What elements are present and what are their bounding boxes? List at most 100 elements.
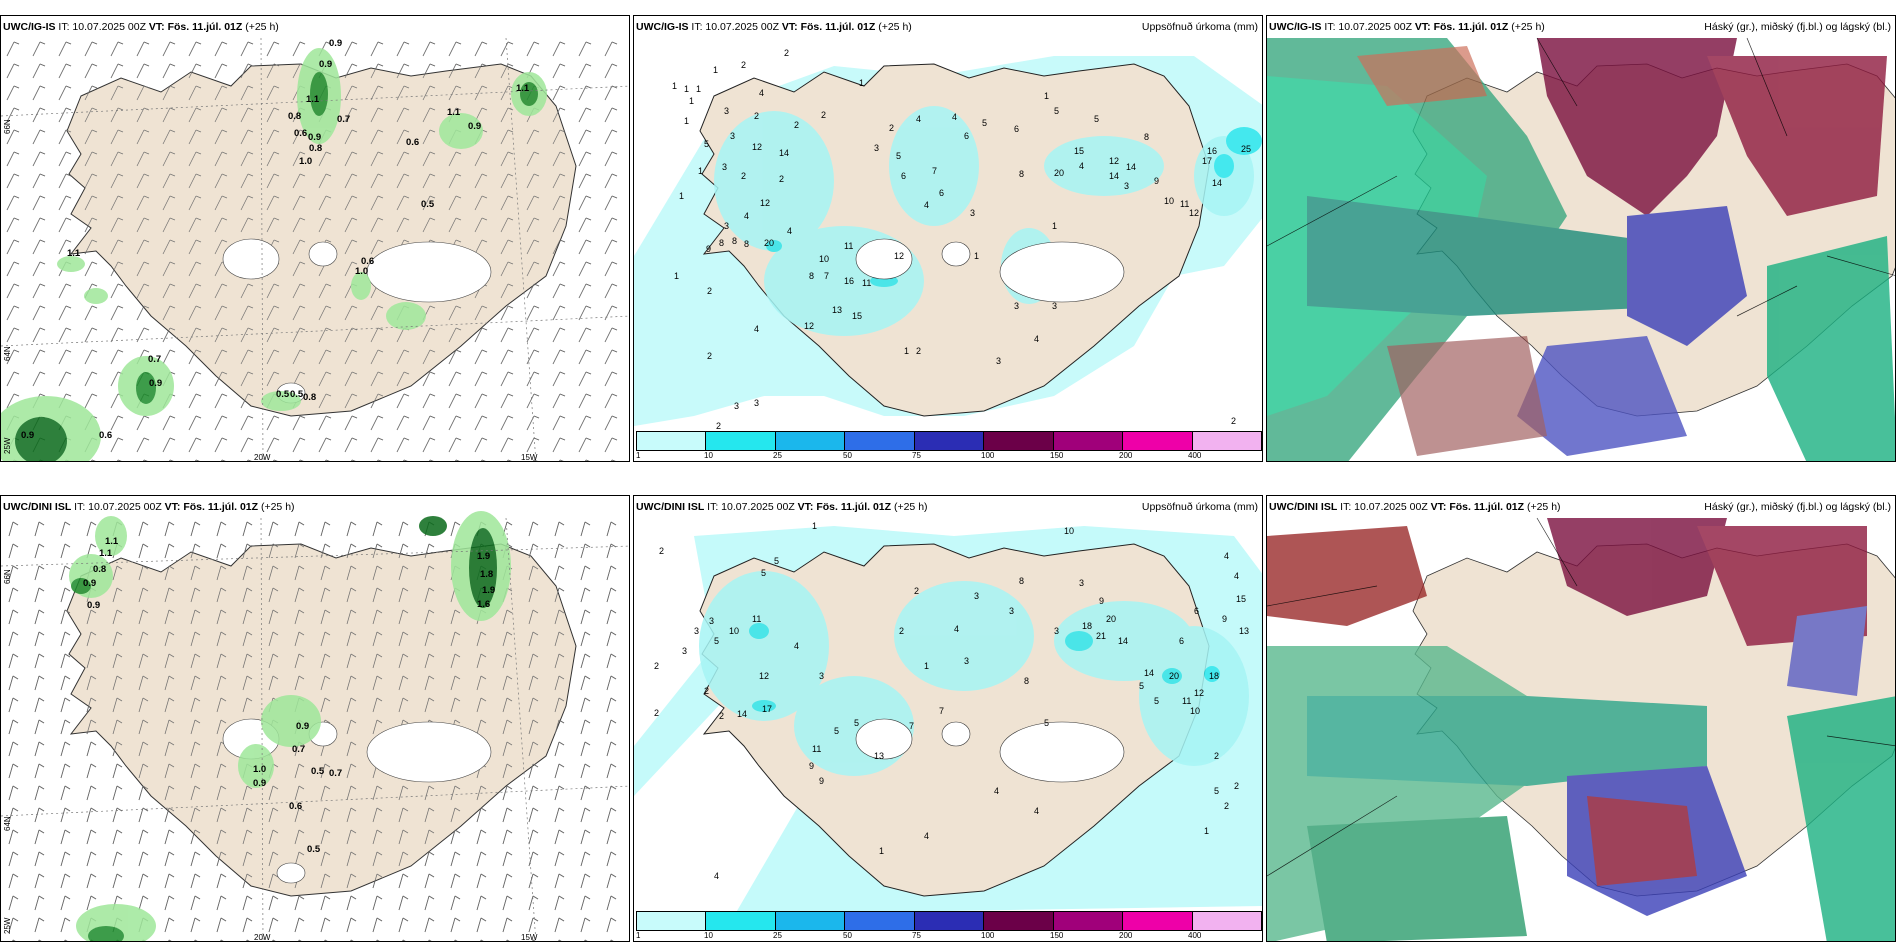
colorbar-tick: 1 [636,931,641,940]
precip-amount: 7 [939,706,945,716]
lead-time: (+25 h) [260,501,295,513]
valid-time: VT: Fös. 11.júl. 01Z [1430,501,1525,513]
model-name: UWC/DINI ISL [1269,501,1338,513]
colorbar-tick: 75 [912,931,921,940]
precip-amount: 2 [899,626,905,636]
precip-value: 0.7 [148,354,162,365]
panel-header: UWC/DINI ISL IT: 10.07.2025 00Z VT: Fös.… [1,496,629,518]
wind-map [1,511,629,941]
precip-amount: 5 [761,568,767,578]
precip-amount: 14 [1126,162,1137,172]
precip-amount: 6 [1014,124,1020,134]
precip-amount: 1 [674,271,680,281]
precip-amount: 12 [760,198,771,208]
precip-amount: 4 [1234,571,1240,581]
model-name: UWC/DINI ISL [3,501,72,513]
precip-amount: 8 [732,236,738,246]
precip-amount: 20 [1054,168,1065,178]
precip-amount: 11 [862,278,872,288]
precip-amount: 3 [722,162,728,172]
precip-value: 0.6 [294,128,308,139]
precip-amount: 13 [1239,626,1250,636]
precip-value: 0.9 [329,38,343,49]
precip-amount: 1 [684,116,690,126]
precip-amount: 9 [706,244,712,254]
precip-amount: 4 [954,624,960,634]
panel-header: UWC/IG-IS IT: 10.07.2025 00Z VT: Fös. 11… [1267,16,1895,38]
precip-amount: 10 [1064,526,1075,536]
precip-amount: 2 [1214,751,1220,761]
precip-amount: 2 [1224,801,1230,811]
precip-amount: 15 [852,311,863,321]
precip-amount: 2 [707,286,713,296]
precip-amount: 6 [1179,636,1185,646]
panel-igis-wind: UWC/IG-IS IT: 10.07.2025 00Z VT: Fös. 11… [0,15,630,462]
precip-amount: 2 [704,686,710,696]
lat-label-64: 64N [3,816,12,831]
precip-amount: 6 [964,131,970,141]
precip-value: 0.9 [468,121,482,132]
colorbar-swatch [845,912,915,930]
precip-amount: 7 [824,271,830,281]
precip-amount: 5 [1044,718,1050,728]
init-time: IT: 10.07.2025 00Z [1340,501,1428,513]
init-time: IT: 10.07.2025 00Z [74,501,162,513]
precip-amount: 1 [924,661,930,671]
precip-amount: 9 [1099,596,1105,606]
precip-amount: 1 [1044,91,1050,101]
precip-value: 0.9 [308,132,322,143]
precip-amount: 12 [752,142,763,152]
precip-amount: 1 [713,65,719,75]
precip-amount: 9 [819,776,825,786]
precip-amount: 4 [952,112,958,122]
lon-label-25: 25W [3,437,12,454]
precip-amount: 14 [779,148,790,158]
colorbar-tick: 200 [1119,451,1133,460]
lead-time: (+25 h) [878,21,912,33]
precip-amount: 8 [1144,132,1150,142]
precip-value: 1.1 [447,107,461,118]
precip-amount: 2 [916,346,922,356]
precip-value: 1.6 [477,599,491,610]
model-name: UWC/IG-IS [3,21,56,33]
precip-value: 1.9 [477,551,491,562]
precip-value: 0.9 [149,378,163,389]
precip-amount: 14 [1144,668,1155,678]
precip-amount: 2 [821,110,827,120]
precip-amount: 5 [1139,681,1145,691]
colorbar-ticks: 1 10 25 50 75 100 150 200 400 [636,931,1260,941]
precip-amount: 5 [896,151,902,161]
precip-amount: 3 [724,106,730,116]
precip-amount: 2 [719,711,725,721]
colorbar-tick: 10 [704,451,713,460]
model-name: UWC/IG-IS [636,21,689,33]
precip-amount: 17 [1202,156,1213,166]
field-label: Háský (gr.), miðský (fj.bl.) og lágský (… [1704,21,1891,33]
precip-amount: 12 [804,321,815,331]
precip-amount: 8 [1019,169,1025,179]
precip-amount: 4 [1079,161,1085,171]
precip-amount: 1 [974,251,980,261]
precip-amount: 4 [1034,806,1040,816]
lat-label-66: 66N [3,119,12,134]
precip-amount: 5 [982,118,988,128]
precip-amount: 10 [819,254,830,264]
precip-amount: 12 [1109,156,1120,166]
precip-amount: 2 [754,111,760,121]
model-name: UWC/DINI ISL [636,501,705,513]
precip-amount: 14 [1118,636,1129,646]
precip-amount: 3 [682,646,688,656]
precip-amount: 11 [1182,696,1192,706]
precip-value: 0.5 [421,199,435,210]
precip-amount: 14 [737,709,748,719]
precip-amount: 5 [834,726,840,736]
precip-value: 0.5 [307,844,321,855]
precip-amount: 5 [714,636,720,646]
precip-map [634,518,1262,918]
lon-label-15: 15W [521,933,538,942]
precip-amount: 8 [1024,676,1030,686]
precip-amount: 5 [1054,106,1060,116]
precip-value: 0.9 [21,430,35,441]
precip-colorbar [636,431,1262,451]
cloud-map [1267,517,1895,941]
